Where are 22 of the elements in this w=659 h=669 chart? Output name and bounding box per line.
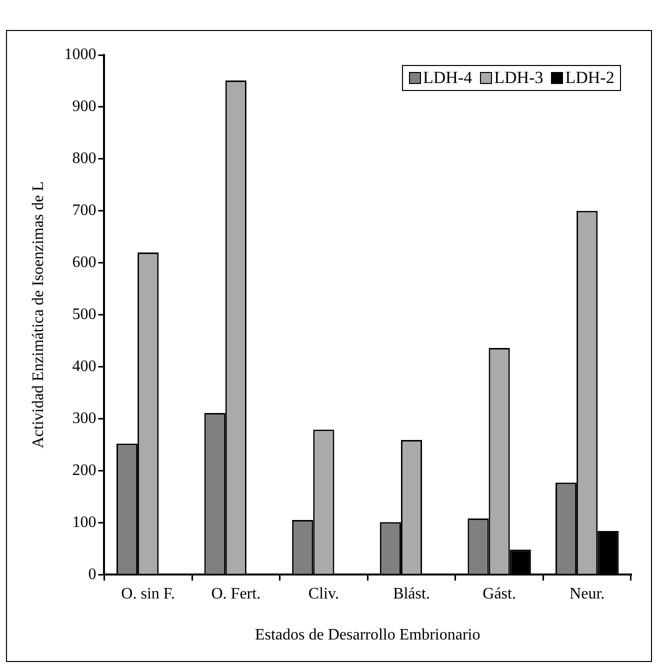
x-tick-label: Cliv. bbox=[308, 585, 339, 602]
y-tick-label: 0 bbox=[88, 566, 96, 583]
y-tick-label: 700 bbox=[72, 202, 96, 220]
x-tick-label: O. Fert. bbox=[211, 585, 261, 602]
y-tick-label: 1000 bbox=[64, 46, 96, 64]
y-tick-label: 100 bbox=[72, 514, 96, 531]
x-tick-label: Gást. bbox=[482, 585, 516, 602]
x-tick-label: Neur. bbox=[570, 585, 605, 602]
y-tick-label: 500 bbox=[72, 306, 96, 324]
y-tick-label: 600 bbox=[72, 254, 96, 272]
y-tick-label: 800 bbox=[72, 150, 96, 168]
legend-label: LDH-2 bbox=[565, 68, 614, 88]
y-tick-label: 400 bbox=[72, 358, 96, 375]
x-axis-title: Estados de Desarrollo Embrionario bbox=[254, 626, 480, 644]
y-axis-title: Actividad Enzimática de Isoenzimas de L bbox=[30, 181, 47, 448]
legend-label: LDH-3 bbox=[494, 68, 544, 88]
y-tick-label: 900 bbox=[72, 98, 96, 116]
x-tick-label: Blást. bbox=[393, 585, 430, 602]
y-tick-label: 200 bbox=[72, 462, 96, 479]
y-tick-label: 300 bbox=[72, 410, 96, 427]
x-tick-label: O. sin F. bbox=[121, 585, 176, 602]
legend-label: LDH-4 bbox=[423, 68, 472, 88]
